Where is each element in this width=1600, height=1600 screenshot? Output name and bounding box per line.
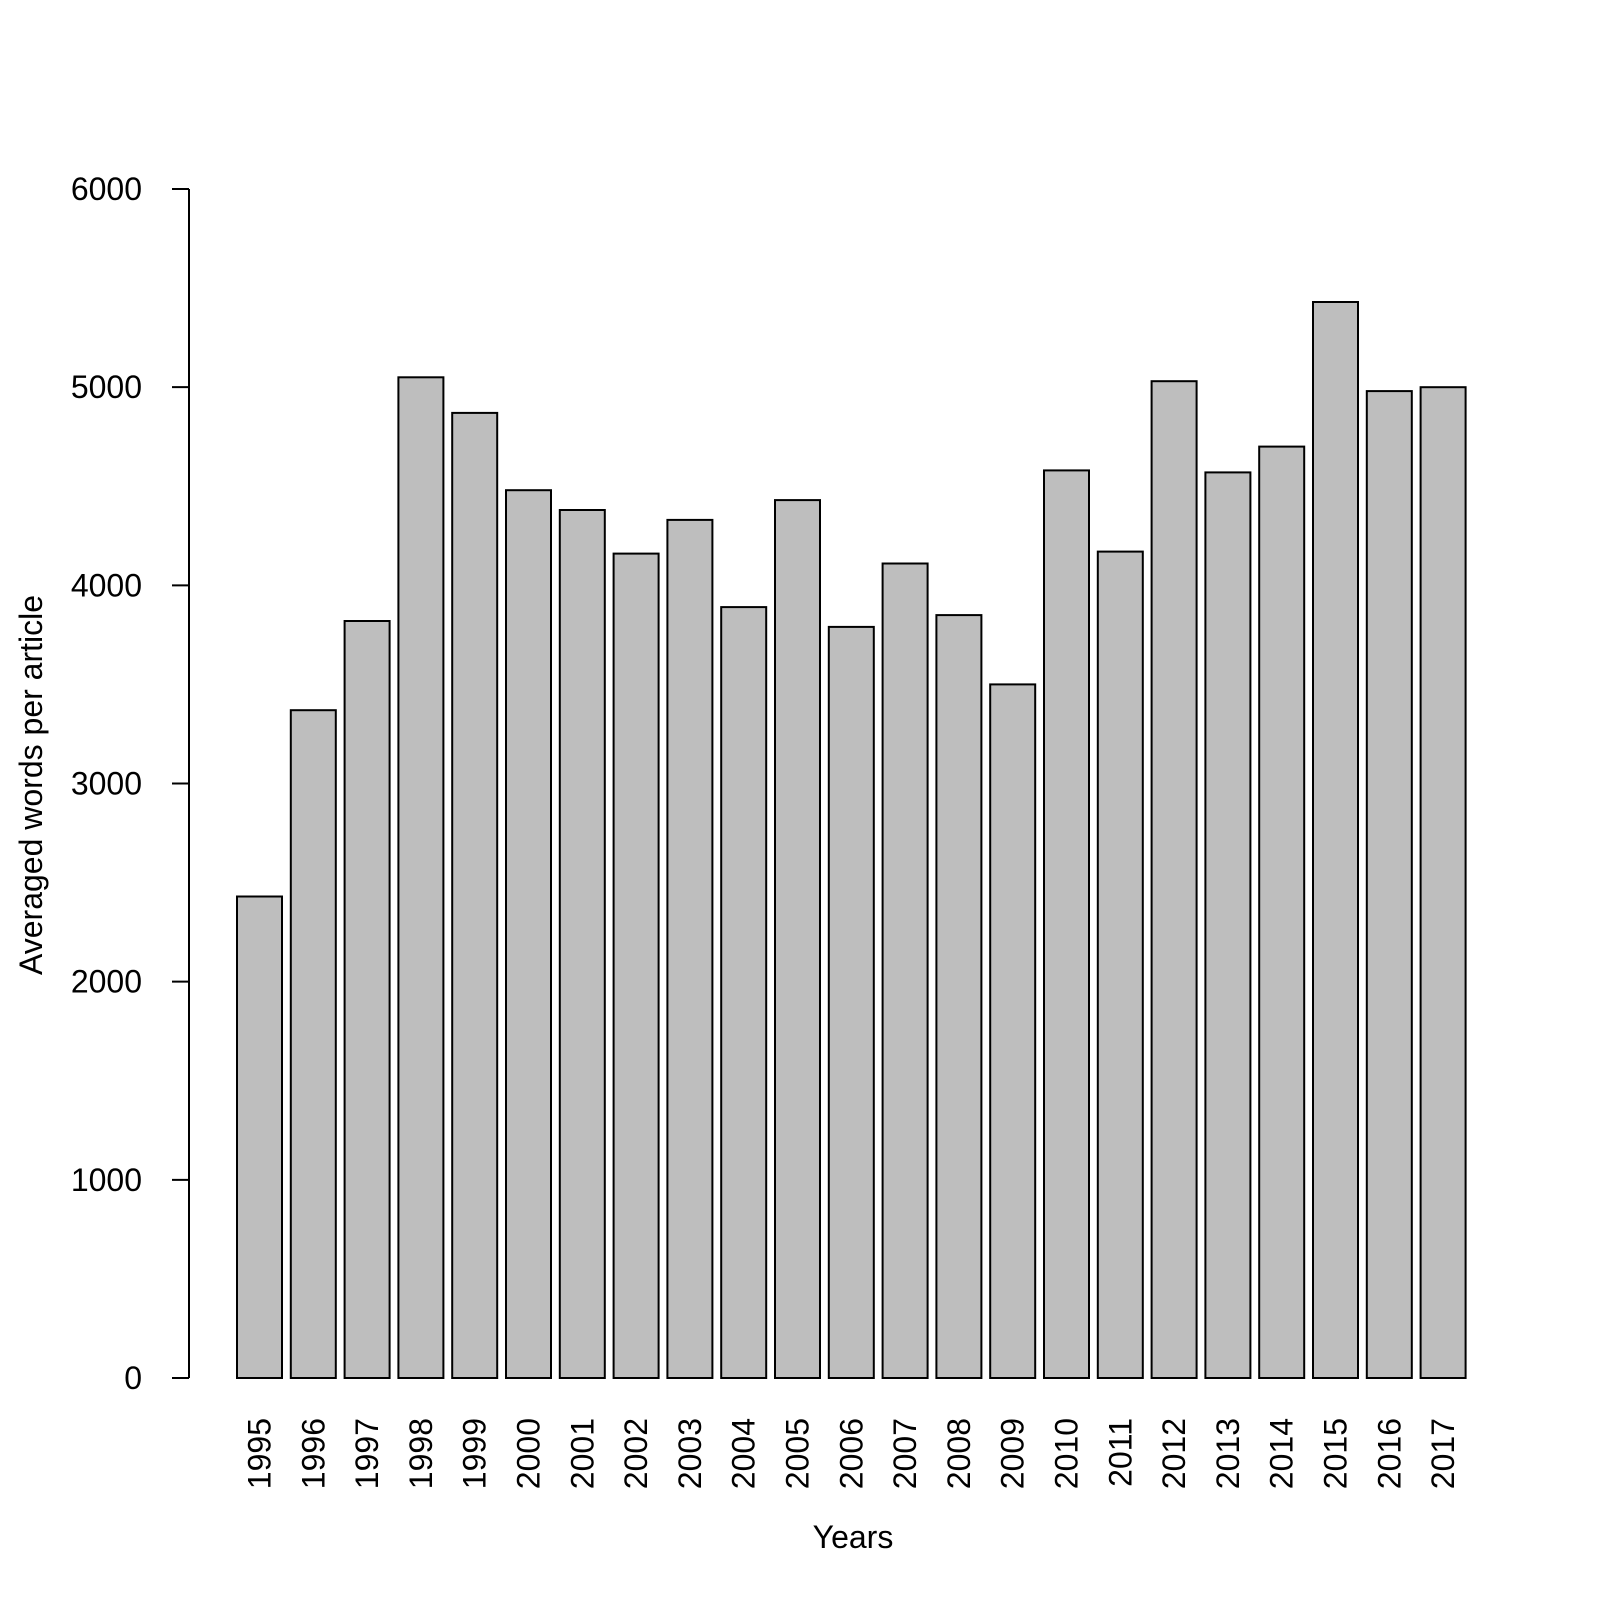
bar-2014 bbox=[1258, 445, 1306, 1380]
bar-1998 bbox=[397, 376, 445, 1379]
bar-2012 bbox=[1150, 380, 1198, 1379]
x-tick-label: 2013 bbox=[1210, 1418, 1246, 1489]
y-tick-label: 4000 bbox=[71, 567, 142, 603]
bar-2009 bbox=[989, 683, 1037, 1379]
bar-2000 bbox=[505, 489, 552, 1379]
x-tick-label: 2015 bbox=[1318, 1418, 1354, 1489]
bar-2002 bbox=[612, 552, 660, 1379]
bar-2003 bbox=[666, 518, 714, 1379]
x-tick-label: 2017 bbox=[1425, 1418, 1461, 1489]
y-axis-title: Averaged words per article bbox=[13, 595, 49, 975]
bar-1995 bbox=[236, 895, 283, 1379]
x-tick-label: 2007 bbox=[887, 1418, 923, 1489]
bar-2001 bbox=[558, 509, 606, 1379]
x-tick-label: 2016 bbox=[1371, 1418, 1407, 1489]
y-tick-label: 2000 bbox=[71, 964, 142, 1000]
x-tick-label: 1996 bbox=[295, 1418, 331, 1489]
x-tick-label: 2006 bbox=[833, 1418, 869, 1489]
x-tick-label: 2008 bbox=[941, 1418, 977, 1489]
x-tick-label: 2005 bbox=[780, 1418, 816, 1489]
bar-2007 bbox=[881, 562, 929, 1379]
x-tick-label: 2004 bbox=[726, 1418, 762, 1489]
bar-2017 bbox=[1419, 386, 1467, 1379]
bar-2005 bbox=[774, 499, 821, 1380]
x-tick-label: 2014 bbox=[1264, 1418, 1300, 1489]
bar-2008 bbox=[935, 614, 983, 1379]
y-tick-label: 3000 bbox=[71, 766, 142, 802]
x-tick-label: 1997 bbox=[349, 1418, 385, 1489]
x-tick-label: 2010 bbox=[1049, 1418, 1085, 1489]
bar-1999 bbox=[451, 411, 499, 1379]
x-axis-title: Years bbox=[813, 1519, 894, 1555]
bars bbox=[236, 301, 1467, 1380]
bar-2006 bbox=[827, 625, 875, 1379]
y-axis: 0 1000 2000 3000 4000 5000 6000 bbox=[71, 171, 190, 1396]
y-tick-label: 5000 bbox=[71, 369, 142, 405]
x-tick-label: 2011 bbox=[1102, 1418, 1138, 1487]
bar-1996 bbox=[289, 709, 337, 1379]
x-tick-label: 2012 bbox=[1156, 1418, 1192, 1489]
x-axis-tick-labels: 1995 1996 1997 1998 1999 2000 2001 2002 2003 2004… bbox=[242, 1418, 1462, 1489]
bar-2010 bbox=[1043, 469, 1090, 1379]
y-tick-label: 6000 bbox=[71, 171, 142, 207]
x-tick-label: 2000 bbox=[511, 1418, 547, 1489]
x-tick-label: 2002 bbox=[618, 1418, 654, 1489]
bar-2016 bbox=[1365, 390, 1413, 1380]
bar-2015 bbox=[1312, 301, 1359, 1379]
bar-2013 bbox=[1204, 471, 1252, 1379]
y-tick-label: 0 bbox=[124, 1360, 142, 1396]
bar-2004 bbox=[720, 606, 768, 1379]
bar-1997 bbox=[343, 620, 391, 1379]
x-tick-label: 2001 bbox=[564, 1418, 600, 1489]
x-tick-label: 1995 bbox=[242, 1418, 278, 1489]
x-tick-label: 1998 bbox=[403, 1418, 439, 1489]
x-tick-label: 1999 bbox=[457, 1418, 493, 1489]
y-tick-label: 1000 bbox=[71, 1162, 142, 1198]
x-tick-label: 2003 bbox=[672, 1418, 708, 1489]
x-tick-label: 2009 bbox=[995, 1418, 1031, 1489]
bar-2011 bbox=[1096, 550, 1144, 1379]
